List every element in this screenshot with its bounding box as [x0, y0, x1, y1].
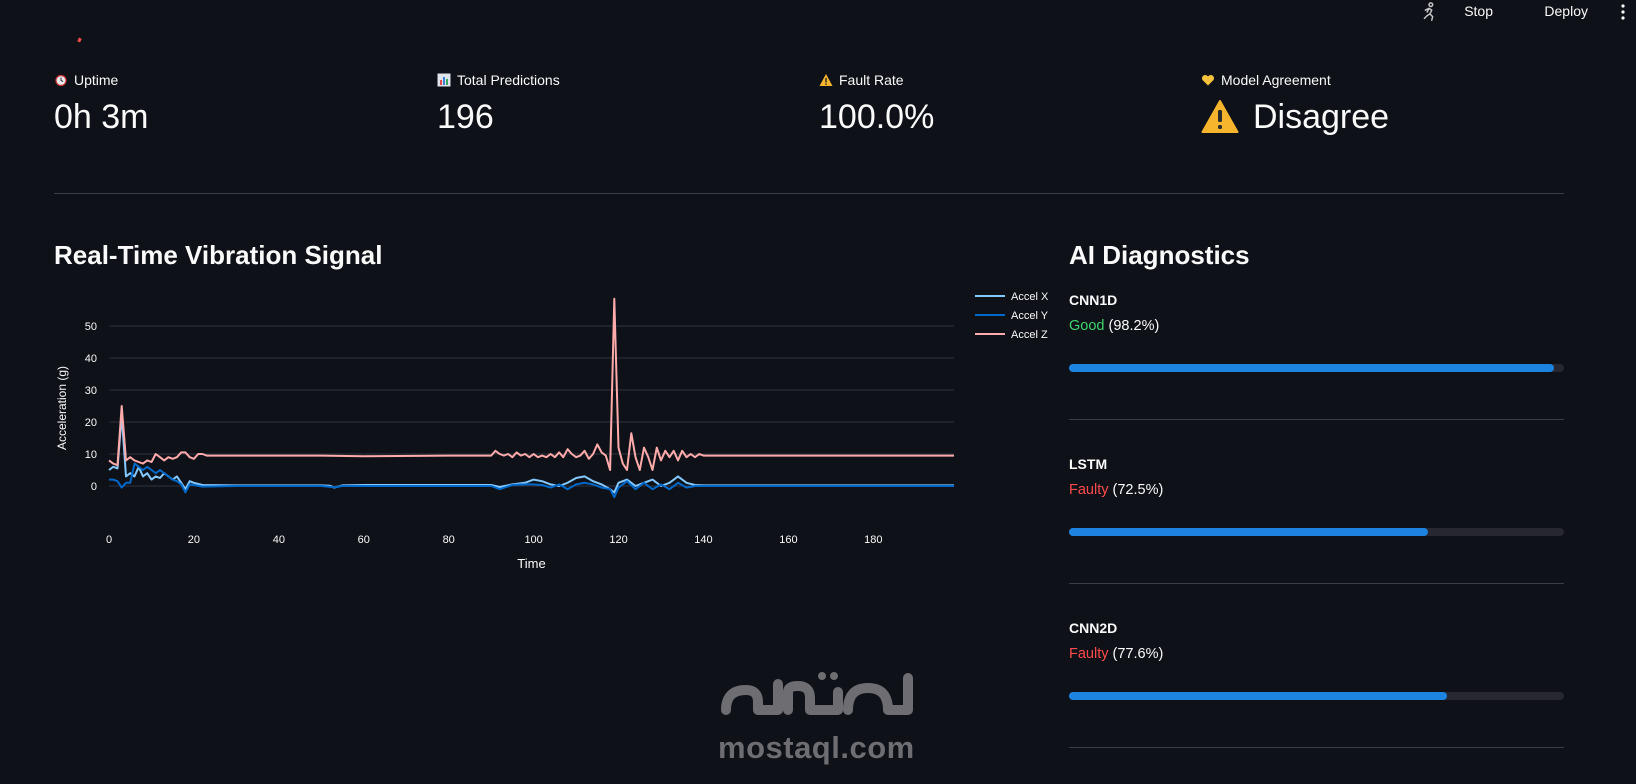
x-tick-label: 80	[443, 534, 455, 546]
progress-bar-fill	[1069, 528, 1428, 536]
x-tick-label: 20	[188, 534, 200, 546]
diagnostic-card-lstm: LSTM Faulty (72.5%)	[1069, 456, 1564, 536]
model-name: LSTM	[1069, 456, 1108, 472]
chart-section-title: Real-Time Vibration Signal	[54, 240, 383, 270]
diagnostics-title: AI Diagnostics	[1069, 240, 1250, 270]
model-confidence: (72.5%)	[1112, 482, 1164, 498]
metric-uptime: Uptime 0h 3m	[54, 70, 149, 138]
x-tick-label: 0	[106, 534, 112, 546]
x-tick-label: 60	[358, 534, 370, 546]
metric-label: Uptime	[74, 72, 119, 88]
series-line-accel-z	[108, 297, 954, 471]
stop-button[interactable]: Stop	[1464, 3, 1493, 19]
x-tick-label: 140	[694, 534, 712, 546]
running-man-icon[interactable]	[1418, 1, 1440, 23]
x-axis-label: Time	[517, 556, 545, 571]
legend-label: Accel X	[1011, 291, 1049, 303]
metric-value: Disagree	[1253, 98, 1390, 136]
warning-icon	[819, 74, 833, 86]
diagnostic-card-cnn1d: CNN1D Good (98.2%)	[1069, 292, 1564, 372]
metric-total-predictions: Total Predictions 196	[437, 70, 560, 138]
y-tick-label: 10	[85, 449, 97, 461]
progress-bar-fill	[1069, 364, 1555, 372]
x-tick-label: 100	[524, 534, 542, 546]
model-status: Good	[1069, 318, 1105, 334]
warning-icon	[1201, 100, 1239, 133]
legend-label: Accel Z	[1011, 329, 1048, 341]
y-tick-label: 20	[85, 417, 97, 429]
model-status: Faulty	[1069, 646, 1109, 662]
model-status: Faulty	[1069, 482, 1109, 498]
diagnostic-card-cnn2d: CNN2D Faulty (77.6%)	[1069, 620, 1564, 700]
y-tick-label: 0	[91, 481, 97, 493]
metric-value: 196	[437, 98, 494, 136]
legend-label: Accel Y	[1011, 310, 1049, 322]
metric-value: 100.0%	[819, 98, 935, 136]
y-axis-label: Acceleration (g)	[55, 366, 69, 450]
yellow-heart-icon	[1201, 74, 1215, 86]
section-divider	[54, 193, 1564, 194]
y-tick-label: 50	[85, 321, 97, 333]
model-confidence: (98.2%)	[1108, 318, 1160, 334]
y-tick-label: 30	[85, 385, 97, 397]
progress-bar-track	[1069, 364, 1564, 372]
metric-fault-rate: Fault Rate 100.0%	[819, 70, 934, 138]
metric-label: Model Agreement	[1221, 72, 1331, 88]
x-tick-label: 160	[779, 534, 797, 546]
bar-chart-icon	[437, 73, 451, 87]
card-divider	[1069, 419, 1564, 420]
metric-label: Total Predictions	[457, 72, 560, 88]
card-divider	[1069, 583, 1564, 584]
watermark-logo-arabic	[721, 672, 913, 715]
x-tick-label: 40	[273, 534, 285, 546]
watermark-text: mostaql.com	[718, 730, 915, 765]
metric-value: 0h 3m	[54, 98, 149, 136]
metric-model-agreement: Model Agreement Disagree	[1201, 70, 1389, 138]
main-menu-icon[interactable]	[1616, 1, 1630, 23]
model-name: CNN2D	[1069, 620, 1118, 636]
card-divider	[1069, 747, 1564, 748]
x-tick-label: 180	[864, 534, 882, 546]
metric-label: Fault Rate	[839, 72, 904, 88]
progress-bar-track	[1069, 528, 1564, 536]
series-line-accel-y	[109, 462, 954, 499]
x-tick-label: 120	[609, 534, 627, 546]
model-confidence: (77.6%)	[1112, 646, 1164, 662]
alarm-clock-icon	[55, 74, 67, 87]
vibration-chart[interactable]: 0 10 20 30 40 50 0 20 40 60 80 100 120 140 160 180 Time A…	[54, 286, 1064, 596]
decorative-mark	[77, 37, 82, 43]
y-tick-label: 40	[85, 353, 97, 365]
deploy-button[interactable]: Deploy	[1544, 3, 1588, 19]
progress-bar-fill	[1069, 692, 1448, 700]
model-name: CNN1D	[1069, 292, 1118, 308]
progress-bar-track	[1069, 692, 1564, 700]
